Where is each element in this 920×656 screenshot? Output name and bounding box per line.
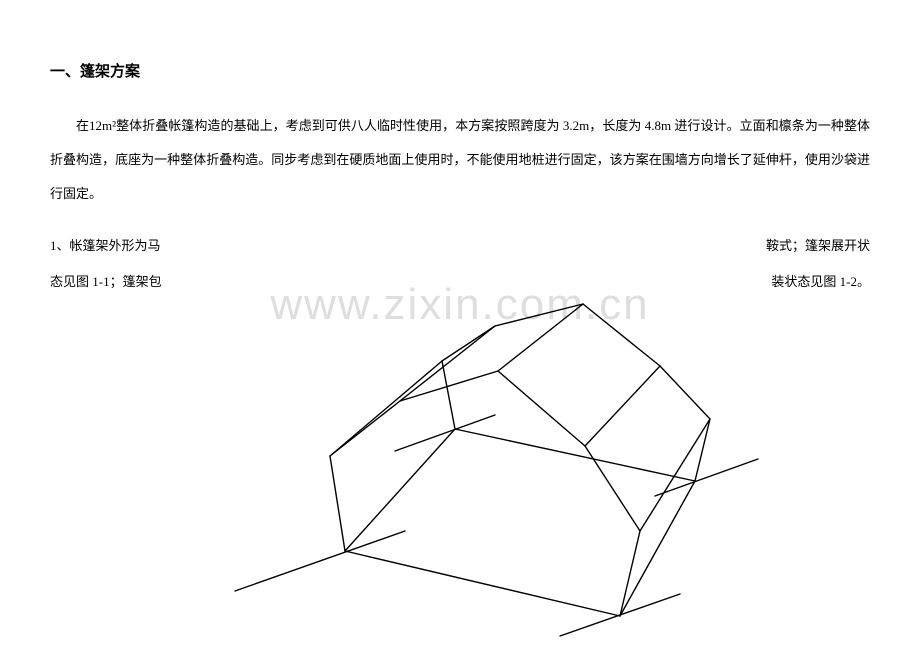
split-left: 态见图 1-1；篷架包: [50, 266, 162, 297]
body-paragraph: 在12m²整体折叠帐篷构造的基础上，考虑到可供八人临时性使用，本方案按照跨度为 …: [50, 109, 870, 210]
split-right: 鞍式；篷架展开状: [766, 230, 870, 261]
split-line-1: 1、帐篷架外形为马 鞍式；篷架展开状: [50, 230, 870, 261]
tent-frame-diagram: [180, 271, 780, 651]
split-right: 装状态见图 1-2。: [771, 266, 870, 297]
section-heading: 一、篷架方案: [50, 60, 870, 81]
split-left: 1、帐篷架外形为马: [50, 230, 161, 261]
